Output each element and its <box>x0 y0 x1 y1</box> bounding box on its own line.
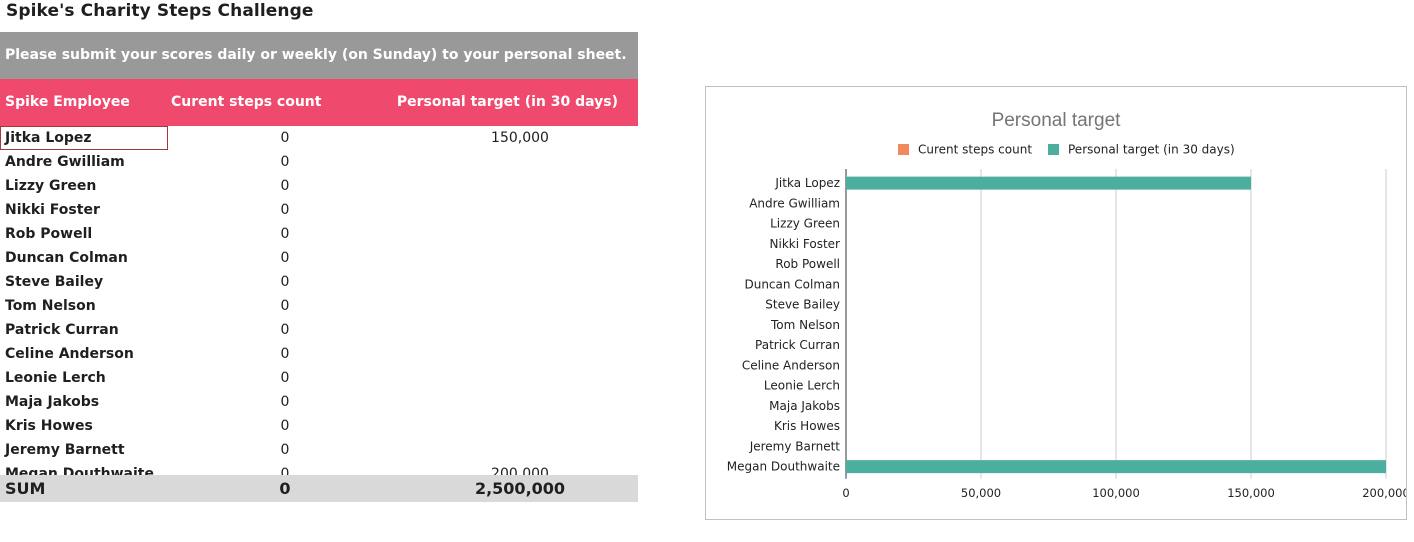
y-tick-label: Maja Jakobs <box>769 399 840 413</box>
table-row: Kris Howes 0 <box>0 414 638 438</box>
y-tick-label: Jitka Lopez <box>774 176 840 190</box>
chart-canvas: Personal target Curent steps count Persona… <box>727 110 1406 500</box>
sheet-title: Spike's Charity Steps Challenge <box>6 1 314 21</box>
y-tick-label: Tom Nelson <box>770 318 840 332</box>
y-tick-label: Nikki Foster <box>770 237 841 251</box>
employee-cell[interactable]: Celine Anderson <box>5 346 134 362</box>
y-tick-label: Jeremy Barnett <box>749 439 841 453</box>
employee-cell[interactable]: Maja Jakobs <box>5 394 100 410</box>
table-row: Andre Gwilliam 0 <box>0 150 638 174</box>
y-tick-label: Megan Douthwaite <box>727 460 840 474</box>
employee-cell[interactable]: Andre Gwilliam <box>5 154 125 170</box>
employee-cell[interactable]: Jitka Lopez <box>5 130 92 146</box>
x-tick-label-2: 100,000 <box>1092 486 1140 500</box>
employee-cell[interactable]: Patrick Curran <box>5 322 119 338</box>
table-row: Maja Jakobs 0 <box>0 390 638 414</box>
y-tick-label: Patrick Curran <box>755 338 840 352</box>
steps-cell[interactable]: 0 <box>280 178 290 194</box>
table-row: Duncan Colman 0 <box>0 246 638 270</box>
table-row: Tom Nelson 0 <box>0 294 638 318</box>
target-chart[interactable]: Personal target Curent steps count Persona… <box>705 86 1407 520</box>
spreadsheet: Please submit your scores daily or weekl… <box>0 32 638 486</box>
steps-cell[interactable]: 0 <box>280 442 290 458</box>
x-tick-label-3: 150,000 <box>1227 486 1275 500</box>
employee-cell[interactable]: Tom Nelson <box>5 298 96 314</box>
steps-cell[interactable]: 0 <box>280 466 290 482</box>
steps-cell[interactable]: 0 <box>280 346 290 362</box>
table-row: Celine Anderson 0 <box>0 342 638 366</box>
table-row: Nikki Foster 0 <box>0 198 638 222</box>
table-row: Patrick Curran 0 <box>0 318 638 342</box>
y-tick-label: Kris Howes <box>774 419 840 433</box>
legend-label-0: Curent steps count <box>918 143 1032 157</box>
employee-cell[interactable]: Duncan Colman <box>5 250 128 266</box>
employee-cell[interactable]: Lizzy Green <box>5 178 97 194</box>
table-row: Steve Bailey 0 <box>0 270 638 294</box>
steps-cell[interactable]: 0 <box>280 154 290 170</box>
data-rows: Jitka Lopez 0 150,000 Andre Gwilliam 0 Lizzy … <box>0 126 638 486</box>
steps-cell[interactable]: 0 <box>280 370 290 386</box>
employee-cell[interactable]: Rob Powell <box>5 226 93 242</box>
employee-cell[interactable]: Steve Bailey <box>5 274 104 290</box>
y-tick-label: Duncan Colman <box>744 277 840 291</box>
legend-label-1: Personal target (in 30 days) <box>1068 143 1235 157</box>
steps-cell[interactable]: 0 <box>280 418 290 434</box>
employee-cell[interactable]: Nikki Foster <box>5 202 100 218</box>
steps-cell[interactable]: 0 <box>280 298 290 314</box>
sum-steps[interactable]: 0 <box>279 479 291 498</box>
y-tick-label: Celine Anderson <box>742 358 840 372</box>
table-row: Lizzy Green 0 <box>0 174 638 198</box>
header-target[interactable]: Personal target (in 30 days) <box>396 94 618 110</box>
instruction-banner[interactable]: Please submit your scores daily or weekl… <box>0 32 638 79</box>
target-cell[interactable]: 150,000 <box>491 130 549 146</box>
legend-swatch-1 <box>1048 144 1059 155</box>
steps-cell[interactable]: 0 <box>280 274 290 290</box>
x-tick-label-0: 0 <box>842 486 849 500</box>
steps-cell[interactable]: 0 <box>280 250 290 266</box>
steps-cell[interactable]: 0 <box>280 394 290 410</box>
steps-cell[interactable]: 0 <box>280 226 290 242</box>
y-tick-label: Leonie Lerch <box>764 379 840 393</box>
employee-cell[interactable]: Leonie Lerch <box>5 370 106 386</box>
sum-target[interactable]: 2,500,000 <box>474 479 566 498</box>
steps-cell[interactable]: 0 <box>280 202 290 218</box>
chart-title: Personal target <box>992 110 1122 131</box>
x-tick-label-4: 200,000 <box>1362 486 1406 500</box>
table-row: Leonie Lerch 0 <box>0 366 638 390</box>
employee-cell[interactable]: Jeremy Barnett <box>5 442 125 458</box>
bar-target <box>846 176 1251 190</box>
legend-swatch-0 <box>898 144 909 155</box>
steps-cell[interactable]: 0 <box>280 322 290 338</box>
bar-target <box>846 460 1386 474</box>
steps-cell[interactable]: 0 <box>280 130 290 146</box>
header-row: Spike Employee Curent steps count Person… <box>0 79 638 126</box>
sum-row: SUM 0 2,500,000 <box>0 475 638 502</box>
employee-cell[interactable]: Kris Howes <box>5 418 93 434</box>
sum-label[interactable]: SUM <box>5 479 46 498</box>
y-tick-label: Lizzy Green <box>770 217 840 231</box>
header-employee[interactable]: Spike Employee <box>5 94 130 110</box>
table-row: Jitka Lopez 0 150,000 <box>0 126 638 150</box>
x-tick-label-1: 50,000 <box>961 486 1001 500</box>
table-row: Jeremy Barnett 0 <box>0 438 638 462</box>
y-tick-label: Steve Bailey <box>765 298 840 312</box>
header-steps[interactable]: Curent steps count <box>171 94 322 110</box>
table-row: Rob Powell 0 <box>0 222 638 246</box>
y-tick-label: Rob Powell <box>775 257 840 271</box>
y-tick-label: Andre Gwilliam <box>749 196 840 210</box>
